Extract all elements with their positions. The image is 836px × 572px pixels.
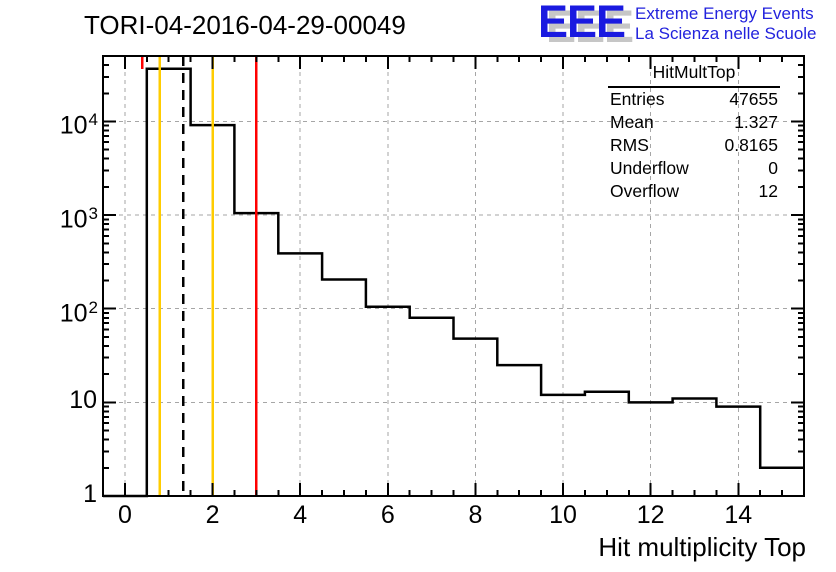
y-tick-label: 103 <box>59 204 98 234</box>
stats-value: 1.327 <box>734 112 778 132</box>
eee-logo-wordmark: EEE <box>538 0 626 47</box>
x-tick-label: 12 <box>636 501 665 529</box>
stats-box: HitMultTop Entries 47655 Mean 1.327 RMS 0.816… <box>608 62 780 203</box>
stats-label: RMS <box>610 135 649 155</box>
y-tick-label: 104 <box>59 110 98 140</box>
y-tick-label: 1 <box>83 480 97 508</box>
x-tick-label: 10 <box>549 501 577 529</box>
stats-label: Overflow <box>610 181 680 201</box>
stats-value: 12 <box>758 181 778 201</box>
stats-label: Mean <box>610 112 654 132</box>
plot-title: TORI-04-2016-04-29-00049 <box>84 10 406 40</box>
eee-logo: EEE Extreme Energy Events La Scienza nel… <box>538 0 817 47</box>
stats-label: Entries <box>610 89 665 109</box>
x-tick-label: 8 <box>468 501 483 529</box>
stats-value: 0.8165 <box>724 135 778 155</box>
x-tick-label: 0 <box>117 501 132 529</box>
eee-logo-line2: La Scienza nelle Scuole <box>635 24 817 43</box>
stats-value: 0 <box>768 158 778 178</box>
y-tick-label: 102 <box>59 297 98 328</box>
stats-label: Underflow <box>610 158 689 178</box>
stats-value: 47655 <box>729 89 778 109</box>
stats-row-entries: Entries 47655 <box>608 88 780 111</box>
x-tick-label: 2 <box>205 501 220 529</box>
stats-row-overflow: Overflow 12 <box>608 180 780 203</box>
x-axis-title: Hit multiplicity Top <box>598 532 806 562</box>
stats-row-mean: Mean 1.327 <box>608 111 780 134</box>
stats-rows: Entries 47655 Mean 1.327 RMS 0.8165 Underflow 0… <box>608 88 780 203</box>
x-tick-label: 6 <box>380 501 395 529</box>
eee-logo-line1: Extreme Energy Events <box>635 4 814 23</box>
stats-title: HitMultTop <box>608 62 780 88</box>
stats-row-underflow: Underflow 0 <box>608 157 780 180</box>
eee-logo-text: Extreme Energy Events La Scienza nelle S… <box>635 4 816 44</box>
x-tick-label: 4 <box>293 501 308 529</box>
x-tick-label: 14 <box>724 501 753 529</box>
y-tick-label: 10 <box>69 386 97 415</box>
stats-row-rms: RMS 0.8165 <box>608 134 780 157</box>
histogram-outline <box>103 67 804 498</box>
